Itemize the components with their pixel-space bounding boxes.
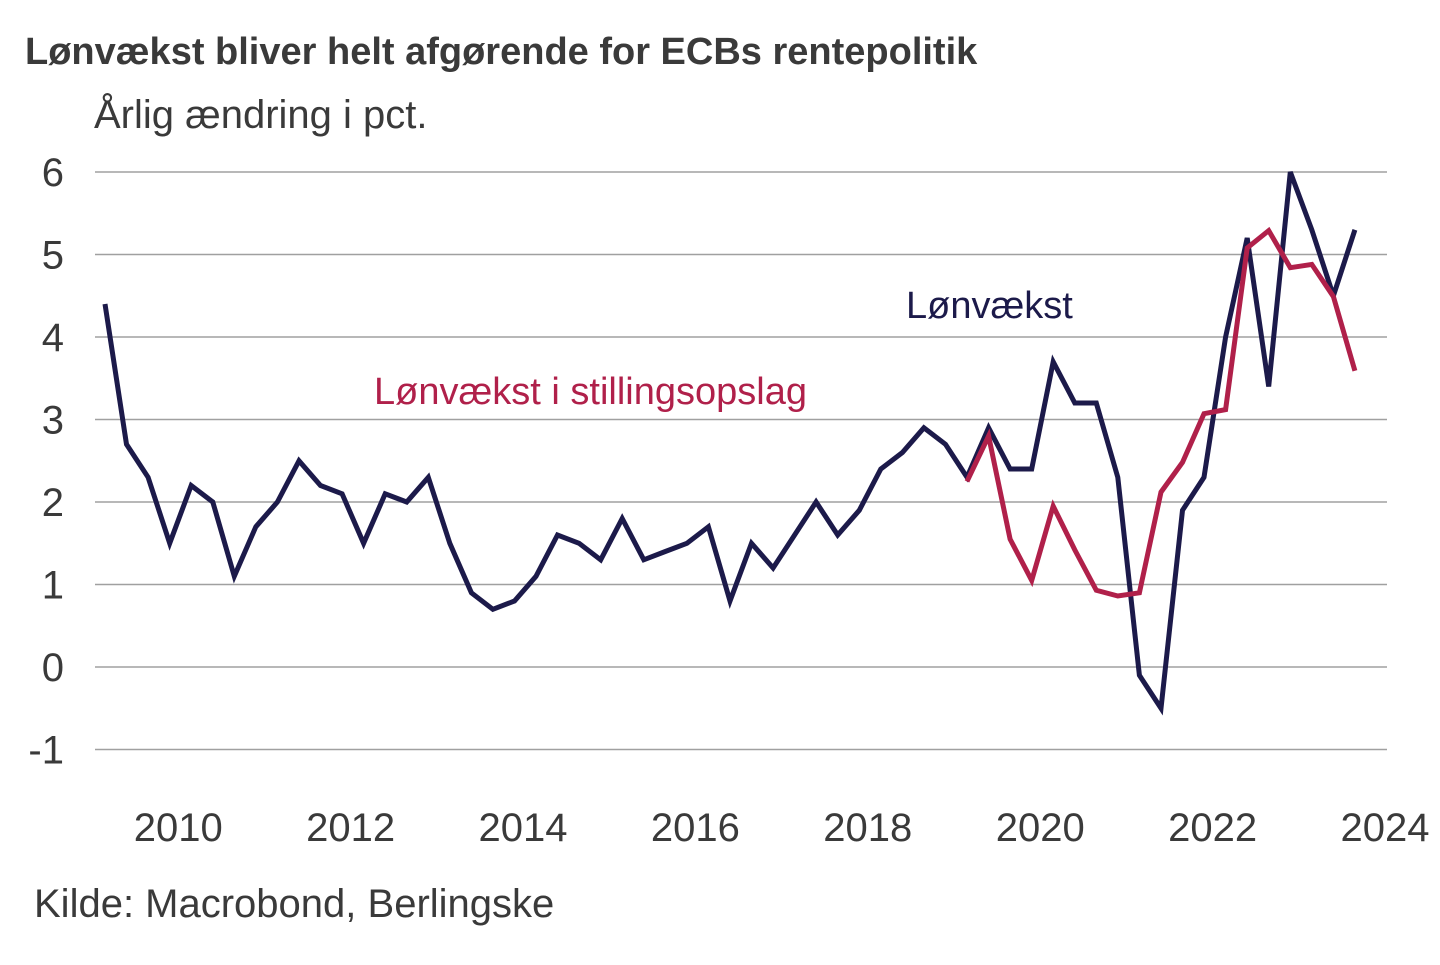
series-label-lonvaekst: Lønvækst xyxy=(906,285,1073,327)
gridlines xyxy=(95,171,1387,751)
series-line-0 xyxy=(102,171,1358,716)
y-tick-label: 6 xyxy=(42,151,64,195)
x-tick-label: 2010 xyxy=(134,806,223,850)
x-tick-label: 2014 xyxy=(479,806,568,850)
series-label-stillingsopslag: Lønvækst i stillingsopslag xyxy=(374,371,807,413)
x-tick-label: 2024 xyxy=(1341,806,1430,850)
y-tick-label: -1 xyxy=(28,729,64,773)
x-tick-label: 2012 xyxy=(306,806,395,850)
x-tick-label: 2018 xyxy=(823,806,912,850)
x-tick-label: 2020 xyxy=(996,806,1085,850)
source-note: Kilde: Macrobond, Berlingske xyxy=(34,882,554,926)
y-tick-label: 2 xyxy=(42,481,64,525)
y-tick-label: 4 xyxy=(42,316,64,360)
y-tick-label: 1 xyxy=(42,564,64,608)
series-line-1 xyxy=(964,226,1358,599)
y-tick-label: 5 xyxy=(42,234,64,278)
y-axis: 6 5 4 3 2 1 0 -1 xyxy=(28,151,64,773)
y-tick-label: 3 xyxy=(42,399,64,443)
chart-title: Lønvækst bliver helt afgørende for ECBs … xyxy=(25,31,978,73)
y-tick-label: 0 xyxy=(42,646,64,690)
chart-subtitle: Årlig ændring i pct. xyxy=(94,92,427,137)
x-tick-label: 2016 xyxy=(651,806,740,850)
x-axis: 2010 2012 2014 2016 2018 2020 2022 2024 xyxy=(134,806,1430,850)
series-lines xyxy=(102,171,1358,716)
x-tick-label: 2022 xyxy=(1168,806,1257,850)
